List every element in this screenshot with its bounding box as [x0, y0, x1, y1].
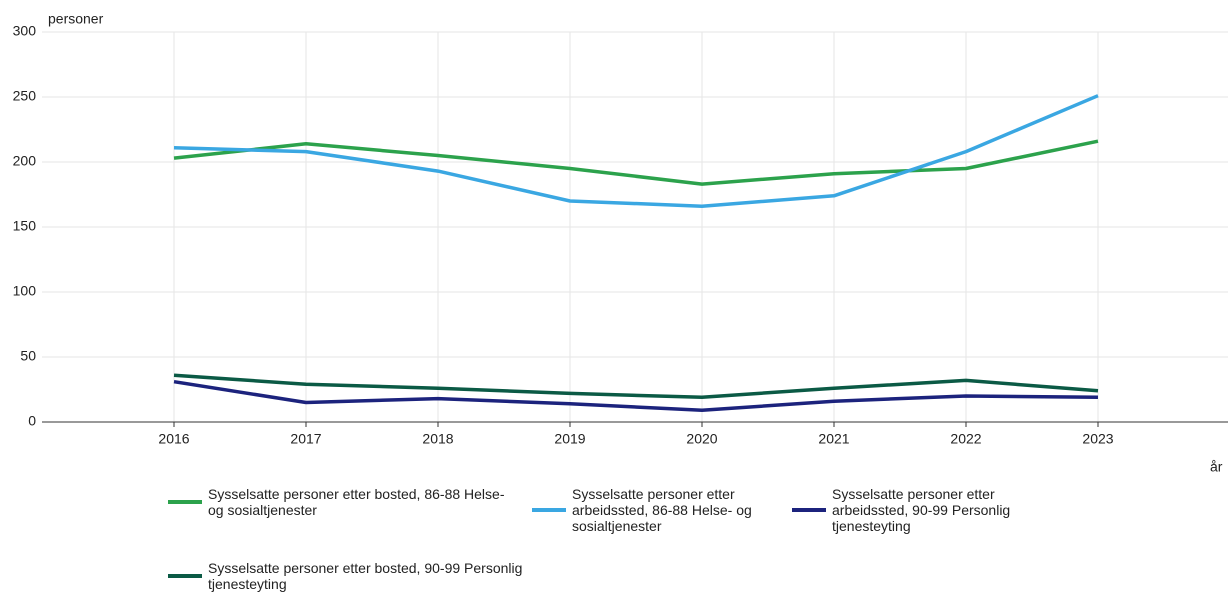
legend-label: Sysselsatte personer etter bosted, 90-99… — [208, 560, 523, 592]
y-tick-label: 250 — [13, 88, 37, 104]
series-line — [173, 373, 1099, 400]
legend-label: Sysselsatte personer etter arbeidssted, … — [832, 486, 1011, 534]
x-tick-label: 2019 — [554, 431, 585, 447]
legend-item: Sysselsatte personer etter arbeidssted, … — [792, 486, 1067, 534]
legend-label: Sysselsatte personer etter bosted, 86-88… — [208, 486, 505, 518]
x-tick-label: 2023 — [1082, 431, 1113, 447]
y-tick-label: 100 — [13, 283, 37, 299]
x-tick-label: 2021 — [818, 431, 849, 447]
y-tick-label: 300 — [13, 23, 37, 39]
x-tick-label: 2020 — [686, 431, 717, 447]
series-line — [173, 139, 1099, 186]
legend-item: Sysselsatte personer etter arbeidssted, … — [532, 486, 777, 534]
legend-swatch — [532, 508, 566, 512]
legend-swatch — [792, 508, 826, 512]
legend-item: Sysselsatte personer etter bosted, 90-99… — [168, 560, 538, 592]
y-tick-label: 150 — [13, 218, 37, 234]
y-tick-label: 200 — [13, 153, 37, 169]
series-line — [173, 379, 1099, 413]
y-tick-label: 0 — [28, 413, 36, 429]
legend-item: Sysselsatte personer etter bosted, 86-88… — [168, 486, 518, 518]
series-line — [173, 94, 1099, 208]
x-tick-label: 2016 — [158, 431, 189, 447]
y-tick-label: 50 — [20, 348, 36, 364]
legend-label: Sysselsatte personer etter arbeidssted, … — [572, 486, 752, 534]
legend-swatch — [168, 500, 202, 504]
y-axis-label: personer — [48, 11, 104, 27]
x-tick-label: 2022 — [950, 431, 981, 447]
x-axis-label: år — [1210, 459, 1223, 475]
x-tick-label: 2018 — [422, 431, 453, 447]
legend-swatch — [168, 574, 202, 578]
x-tick-label: 2017 — [290, 431, 321, 447]
